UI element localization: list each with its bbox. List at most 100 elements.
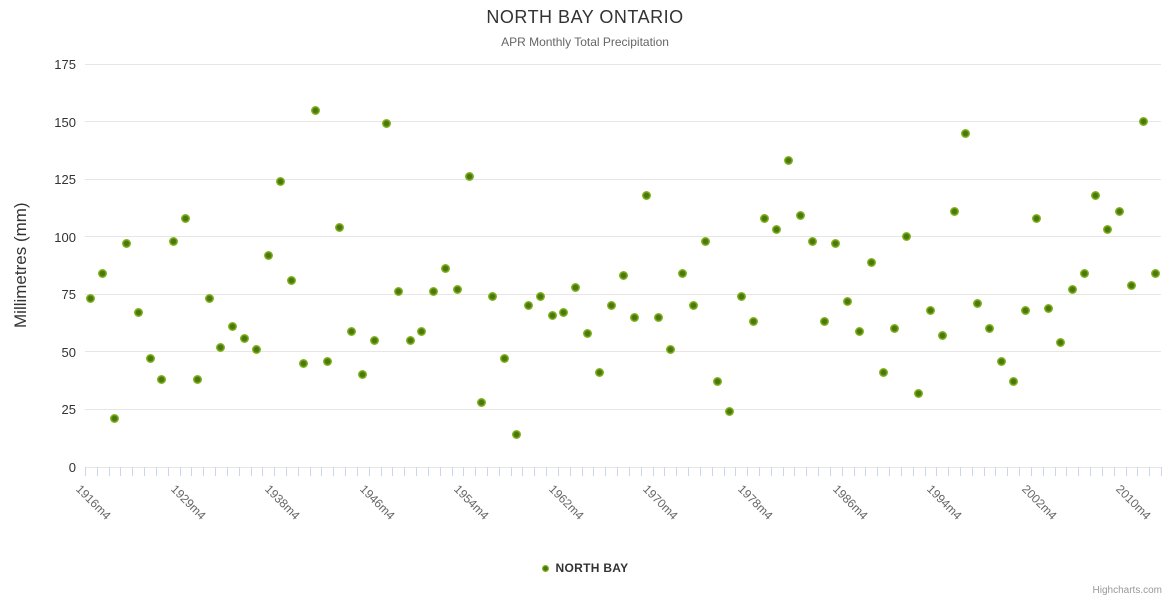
data-point[interactable]	[500, 354, 510, 364]
x-axis-tick	[1030, 467, 1032, 476]
data-point[interactable]	[559, 308, 569, 318]
data-point[interactable]	[807, 236, 817, 246]
data-point[interactable]	[169, 236, 179, 246]
data-point[interactable]	[133, 308, 143, 318]
data-point[interactable]	[1138, 117, 1148, 127]
data-point[interactable]	[760, 213, 770, 223]
data-point[interactable]	[370, 335, 380, 345]
data-point[interactable]	[86, 294, 96, 304]
data-point[interactable]	[1150, 269, 1160, 279]
data-point[interactable]	[748, 317, 758, 327]
data-point[interactable]	[1067, 285, 1077, 295]
data-point[interactable]	[630, 312, 640, 322]
data-point[interactable]	[736, 292, 746, 302]
data-point[interactable]	[583, 328, 593, 338]
data-point[interactable]	[653, 312, 663, 322]
data-point[interactable]	[157, 374, 167, 384]
data-point[interactable]	[322, 356, 332, 366]
data-point[interactable]	[299, 358, 309, 368]
x-axis-tick-label: 1962m4	[545, 482, 587, 523]
data-point[interactable]	[98, 269, 108, 279]
data-point[interactable]	[216, 342, 226, 352]
data-point[interactable]	[902, 232, 912, 242]
x-axis-tick	[144, 467, 146, 476]
data-point[interactable]	[476, 398, 486, 408]
data-point[interactable]	[121, 239, 131, 249]
data-point[interactable]	[843, 296, 853, 306]
data-point[interactable]	[937, 331, 947, 341]
data-point[interactable]	[417, 326, 427, 336]
data-point[interactable]	[618, 271, 628, 281]
data-point[interactable]	[110, 414, 120, 424]
data-point[interactable]	[1044, 303, 1054, 313]
data-point[interactable]	[382, 119, 392, 129]
data-point[interactable]	[925, 305, 935, 315]
data-point[interactable]	[677, 269, 687, 279]
data-point[interactable]	[464, 172, 474, 182]
data-point[interactable]	[1008, 377, 1018, 387]
data-point[interactable]	[642, 190, 652, 200]
data-point[interactable]	[831, 239, 841, 249]
data-point[interactable]	[961, 128, 971, 138]
data-point[interactable]	[973, 298, 983, 308]
data-point[interactable]	[784, 156, 794, 166]
data-point[interactable]	[251, 345, 261, 355]
data-point[interactable]	[890, 324, 900, 334]
highcharts-credits-link[interactable]: Highcharts.com	[1092, 585, 1162, 596]
data-point[interactable]	[263, 250, 273, 260]
data-point[interactable]	[311, 105, 321, 115]
data-point[interactable]	[713, 377, 723, 387]
data-point[interactable]	[1103, 225, 1113, 235]
data-point[interactable]	[996, 356, 1006, 366]
legend-item-north-bay[interactable]: NORTH BAY	[0, 559, 1170, 577]
data-point[interactable]	[547, 310, 557, 320]
data-point[interactable]	[1032, 213, 1042, 223]
data-point[interactable]	[795, 211, 805, 221]
data-point[interactable]	[914, 388, 924, 398]
data-point[interactable]	[701, 236, 711, 246]
data-point[interactable]	[512, 430, 522, 440]
data-point[interactable]	[819, 317, 829, 327]
data-point[interactable]	[689, 301, 699, 311]
data-point[interactable]	[405, 335, 415, 345]
data-point[interactable]	[1115, 206, 1125, 216]
data-point[interactable]	[523, 301, 533, 311]
data-point[interactable]	[393, 287, 403, 297]
data-point[interactable]	[854, 326, 864, 336]
data-point[interactable]	[724, 407, 734, 417]
data-point[interactable]	[1091, 190, 1101, 200]
data-point[interactable]	[452, 285, 462, 295]
data-point[interactable]	[866, 257, 876, 267]
data-point[interactable]	[346, 326, 356, 336]
data-point[interactable]	[1020, 305, 1030, 315]
data-point[interactable]	[429, 287, 439, 297]
data-point[interactable]	[228, 322, 238, 332]
data-point[interactable]	[192, 374, 202, 384]
data-point[interactable]	[275, 176, 285, 186]
data-point[interactable]	[594, 368, 604, 378]
data-point[interactable]	[204, 294, 214, 304]
data-point[interactable]	[772, 225, 782, 235]
data-point[interactable]	[1126, 280, 1136, 290]
x-axis-tick	[664, 467, 666, 476]
x-axis-tick-label: 1954m4	[451, 482, 492, 523]
data-point[interactable]	[949, 206, 959, 216]
x-axis-tick	[238, 467, 240, 476]
data-point[interactable]	[287, 275, 297, 285]
data-point[interactable]	[181, 213, 190, 223]
data-point[interactable]	[665, 345, 675, 355]
data-point[interactable]	[488, 292, 498, 302]
data-point[interactable]	[358, 370, 368, 380]
data-point[interactable]	[606, 301, 616, 311]
data-point[interactable]	[240, 333, 250, 343]
data-point[interactable]	[571, 282, 581, 292]
data-point[interactable]	[535, 292, 545, 302]
data-point[interactable]	[441, 264, 451, 274]
x-axis-tick	[983, 467, 985, 476]
data-point[interactable]	[334, 223, 344, 232]
data-point[interactable]	[145, 354, 155, 364]
data-point[interactable]	[878, 368, 888, 378]
data-point[interactable]	[1055, 338, 1065, 348]
data-point[interactable]	[985, 324, 995, 334]
data-point[interactable]	[1079, 269, 1089, 279]
